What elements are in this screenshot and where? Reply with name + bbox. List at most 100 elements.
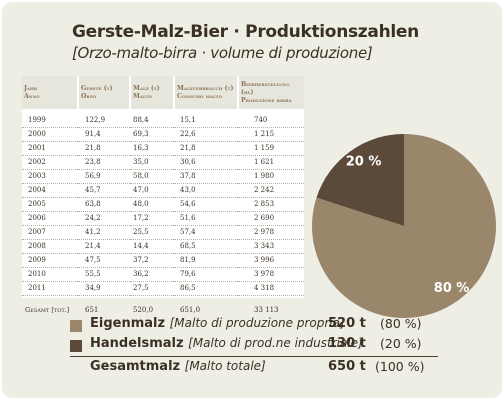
cell-year: 1999 bbox=[22, 114, 78, 128]
pie-slice-own-malt bbox=[312, 134, 496, 319]
cell-year: 2001 bbox=[22, 141, 78, 156]
production-table: Jahr Anno Gerste (t) Orzo Malz (t) Malto Ma… bbox=[22, 76, 304, 319]
cell-barley: 56,9 bbox=[78, 169, 130, 184]
chart-subtitle: [Orzo-malto-birra · volume di produzione… bbox=[72, 44, 373, 62]
cell-beer-production: 2 242 bbox=[238, 183, 304, 198]
cell-year: 2008 bbox=[22, 239, 78, 254]
table-row: 2008 21,4 14,4 68,5 3 343 bbox=[22, 239, 304, 254]
cell-beer-production: 2 853 bbox=[238, 197, 304, 212]
cell-malt: 27,5 bbox=[130, 281, 174, 296]
table-row: 2002 23,8 35,0 30,6 1 621 bbox=[22, 155, 304, 170]
pie-label-own-malt: 80 % bbox=[434, 281, 470, 296]
cell-malt-consumption: 30,6 bbox=[174, 155, 238, 170]
table-header-row: Jahr Anno Gerste (t) Orzo Malz (t) Malto Ma… bbox=[22, 76, 304, 109]
legend-total-percent: (100 %) bbox=[375, 359, 425, 374]
cell-year: 2003 bbox=[22, 169, 78, 184]
cell-malt: 36,2 bbox=[130, 267, 174, 282]
cell-barley: 122,9 bbox=[78, 114, 130, 128]
cell-beer-production: 740 bbox=[238, 114, 304, 128]
cell-malt-consumption: 37,8 bbox=[174, 169, 238, 184]
cell-malt-consumption: 54,6 bbox=[174, 197, 238, 212]
cell-malt-consumption: 22,6 bbox=[174, 127, 238, 142]
cell-malt: 14,4 bbox=[130, 239, 174, 254]
legend-percent: (20 %) bbox=[380, 336, 422, 351]
cell-barley: 91,4 bbox=[78, 127, 130, 142]
column-header-beer-production: Bierherstellung (hl) Produzione birra bbox=[238, 76, 304, 109]
table-row: 2006 24,2 17,2 51,6 2 690 bbox=[22, 211, 304, 226]
cell-year: 2009 bbox=[22, 253, 78, 268]
pie-slice-commercial-malt bbox=[316, 134, 404, 226]
cell-year: 2005 bbox=[22, 197, 78, 212]
cell-barley: 21,8 bbox=[78, 141, 130, 156]
table-row: 2000 91,4 69,3 22,6 1 215 bbox=[22, 127, 304, 142]
cell-malt: 16,3 bbox=[130, 141, 174, 156]
cell-barley: 23,8 bbox=[78, 155, 130, 170]
cell-year: 2000 bbox=[22, 127, 78, 142]
pie-label-commercial-malt: 20 % bbox=[346, 154, 382, 169]
legend-name: Handelsmalz bbox=[90, 336, 184, 351]
cell-malt-consumption: 15,1 bbox=[174, 114, 238, 128]
cell-beer-production: 1 215 bbox=[238, 127, 304, 142]
cell-year: 2006 bbox=[22, 211, 78, 226]
cell-beer-production: 1 621 bbox=[238, 155, 304, 170]
total-barley: 651 bbox=[85, 305, 99, 314]
legend-total-name: Gesamtmalz bbox=[90, 359, 181, 374]
cell-barley: 47,5 bbox=[78, 253, 130, 268]
table-row: 2007 41,2 25,5 57,4 2 978 bbox=[22, 225, 304, 240]
cell-malt-consumption: 86,5 bbox=[174, 281, 238, 296]
cell-malt: 37,2 bbox=[130, 253, 174, 268]
total-beer-production: 33 113 bbox=[254, 305, 279, 314]
cell-malt: 47,0 bbox=[130, 183, 174, 198]
column-header-malt: Malz (t) Malto bbox=[130, 76, 175, 109]
table-row: 2005 63,8 48,0 54,6 2 853 bbox=[22, 197, 304, 212]
cell-beer-production: 4 318 bbox=[238, 281, 304, 296]
cell-beer-production: 3 343 bbox=[238, 239, 304, 254]
cell-malt-consumption: 43,0 bbox=[174, 183, 238, 198]
cell-malt-consumption: 21,8 bbox=[174, 141, 238, 156]
legend-sub: [Malto di produzione propria] bbox=[169, 316, 345, 330]
cell-barley: 41,2 bbox=[78, 225, 130, 240]
cell-malt-consumption: 57,4 bbox=[174, 225, 238, 240]
production-table-panel: Jahr Anno Gerste (t) Orzo Malz (t) Malto Ma… bbox=[22, 76, 304, 314]
cell-barley: 63,8 bbox=[78, 197, 130, 212]
cell-malt: 48,0 bbox=[130, 197, 174, 212]
cell-year: 2011 bbox=[22, 281, 78, 296]
cell-malt-consumption: 79,6 bbox=[174, 267, 238, 282]
legend-total-value: 650 t bbox=[328, 359, 366, 374]
total-malt-consumption: 651,0 bbox=[180, 305, 201, 314]
cell-malt: 25,5 bbox=[130, 225, 174, 240]
cell-beer-production: 1 159 bbox=[238, 141, 304, 156]
column-header-year: Jahr Anno bbox=[22, 76, 79, 109]
chart-title: Gerste-Malz-Bier · Produktionszahlen bbox=[72, 22, 419, 42]
legend-sub: [Malto di prod.ne industriale] bbox=[188, 336, 363, 350]
table-row: 2003 56,9 58,0 37,8 1 980 bbox=[22, 169, 304, 184]
cell-malt-consumption: 51,6 bbox=[174, 211, 238, 226]
cell-barley: 45,7 bbox=[78, 183, 130, 198]
table-row: 2004 45,7 47,0 43,0 2 242 bbox=[22, 183, 304, 198]
table-row: 1999 122,9 88,4 15,1 740 bbox=[22, 114, 304, 128]
legend-total-sub: [Malto totale] bbox=[184, 359, 266, 373]
legend-swatch-own-malt bbox=[70, 320, 82, 332]
cell-barley: 21,4 bbox=[78, 239, 130, 254]
cell-malt: 17,2 bbox=[130, 211, 174, 226]
cell-malt: 58,0 bbox=[130, 169, 174, 184]
legend-divider bbox=[70, 356, 438, 357]
cell-year: 2004 bbox=[22, 183, 78, 198]
legend-value: 520 t bbox=[328, 316, 366, 331]
table-row: 2011 34,9 27,5 86,5 4 318 bbox=[22, 281, 304, 296]
table-row: 2009 47,5 37,2 81,9 3 996 bbox=[22, 253, 304, 268]
cell-year: 2007 bbox=[22, 225, 78, 240]
cell-malt: 69,3 bbox=[130, 127, 174, 142]
cell-beer-production: 1 980 bbox=[238, 169, 304, 184]
cell-year: 2002 bbox=[22, 155, 78, 170]
legend-swatch-commercial-malt bbox=[70, 340, 82, 352]
table-row: 2010 55,5 36,2 79,6 3 978 bbox=[22, 267, 304, 282]
cell-malt: 35,0 bbox=[130, 155, 174, 170]
cell-malt-consumption: 81,9 bbox=[174, 253, 238, 268]
column-header-barley: Gerste (t) Orzo bbox=[78, 76, 131, 109]
cell-barley: 55,5 bbox=[78, 267, 130, 282]
total-malt: 520,0 bbox=[133, 305, 154, 314]
table-row: 2001 21,8 16,3 21,8 1 159 bbox=[22, 141, 304, 156]
cell-barley: 34,9 bbox=[78, 281, 130, 296]
cell-beer-production: 3 996 bbox=[238, 253, 304, 268]
